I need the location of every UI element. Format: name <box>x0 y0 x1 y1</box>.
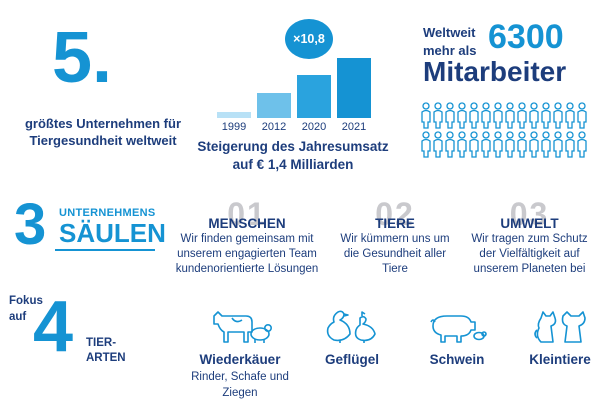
person-icon <box>517 102 527 129</box>
rank-text: größtes Unternehmen für Tiergesundheit w… <box>24 116 181 148</box>
person-icon <box>457 131 467 158</box>
growth-multiplier-badge: ×10,8 <box>285 19 333 59</box>
person-icon <box>481 102 491 129</box>
person-icon <box>529 102 539 129</box>
person-icon <box>469 102 479 129</box>
person-icon <box>469 131 479 158</box>
pillar-number: 03 <box>509 196 550 232</box>
person-icon <box>433 131 443 158</box>
cow-sheep-icon <box>213 311 272 343</box>
pillar-number: 02 <box>375 196 415 232</box>
employees-label: Mitarbeiter <box>423 56 567 87</box>
person-icon <box>481 131 491 158</box>
pillar-title: UMWELT <box>500 216 559 231</box>
species-name: Schwein <box>429 352 485 367</box>
poultry-icon <box>326 310 376 343</box>
person-icon <box>553 102 563 129</box>
pillar-people: 01 MENSCHEN Wir finden gemeinsam mit uns… <box>172 198 322 277</box>
person-icon <box>445 131 455 158</box>
pillar-text: Wir finden gemeinsam mit unserem engagie… <box>175 233 319 275</box>
pillars-heading: SÄULEN <box>59 218 166 248</box>
person-icon <box>541 131 551 158</box>
revenue-bar-2021 <box>337 58 371 118</box>
species-ruminants: Wiederkäuer Rinder, Schafe und Ziegen <box>190 308 290 401</box>
person-icon <box>565 131 575 158</box>
year-label: 2020 <box>301 121 327 133</box>
person-icon <box>493 131 503 158</box>
rank-number: 5. <box>52 18 113 98</box>
species-name: Geflügel <box>324 352 379 367</box>
employees-count: 6300 <box>488 18 564 56</box>
person-icon <box>505 131 515 158</box>
person-icon <box>421 102 431 129</box>
person-icon <box>517 131 527 158</box>
pillar-title: TIERE <box>375 216 415 231</box>
revenue-years: 1999 2012 2020 2021 <box>214 121 374 135</box>
pillars-number: 3 <box>14 192 47 257</box>
person-icon <box>541 102 551 129</box>
person-icon <box>457 102 467 129</box>
person-icon <box>577 102 587 129</box>
species-name: Kleintiere <box>529 352 591 367</box>
revenue-bars <box>214 48 374 118</box>
pillars-underline <box>55 249 155 251</box>
species-pig: Schwein <box>417 308 497 367</box>
species-poultry: Geflügel <box>312 308 392 367</box>
person-icon <box>565 102 575 129</box>
year-label: 2012 <box>261 121 287 133</box>
species-suffix: TIER-ARTEN <box>86 337 126 364</box>
person-icon <box>505 102 515 129</box>
person-icon <box>493 102 503 129</box>
species-sub: Rinder, Schafe und Ziegen <box>191 371 289 399</box>
pillar-title: MENSCHEN <box>208 216 286 231</box>
person-icon <box>577 131 587 158</box>
year-label: 1999 <box>221 121 247 133</box>
revenue-bar-2012 <box>257 93 291 118</box>
person-icon <box>445 102 455 129</box>
revenue-bar-1999 <box>217 112 251 118</box>
species-number: 4 <box>33 287 74 367</box>
species-pets: Kleintiere <box>520 308 600 367</box>
pets-icon <box>534 311 586 343</box>
pillar-environment: 03 UMWELT Wir tragen zum Schutz der Viel… <box>462 198 597 277</box>
person-icon <box>529 131 539 158</box>
employees-prefix: Weltweit mehr als <box>423 25 477 58</box>
revenue-caption: Steigerung des Jahresumsatz auf € 1,4 Mi… <box>197 139 389 172</box>
species-name: Wiederkäuer <box>199 352 281 367</box>
pillar-text: Wir tragen zum Schutz der Vielfältigkeit… <box>471 233 588 275</box>
year-label: 2021 <box>341 121 367 133</box>
pillar-animals: 02 TIERE Wir kümmern uns um die Gesundhe… <box>335 198 455 277</box>
pig-icon <box>430 315 487 343</box>
pillars-heading-small: UNTERNEHMENS <box>59 207 156 219</box>
revenue-bar-2020 <box>297 75 331 118</box>
person-icon <box>553 131 563 158</box>
person-icon <box>421 131 431 158</box>
people-icon-grid <box>421 102 587 158</box>
pillar-number: 01 <box>227 196 267 232</box>
pillar-text: Wir kümmern uns um die Gesundheit aller … <box>340 233 450 275</box>
person-icon <box>433 102 443 129</box>
species-prefix: Fokus auf <box>9 295 43 323</box>
